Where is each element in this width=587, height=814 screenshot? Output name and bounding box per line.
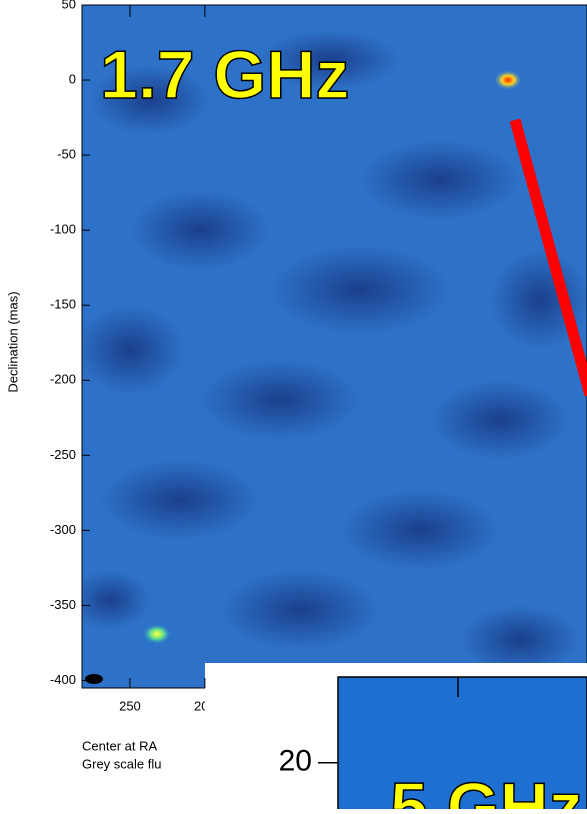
y-tick-label: -300 xyxy=(50,522,76,537)
y-tick-label: -400 xyxy=(50,672,76,687)
page: 1.7 GHz Declination (mas) Center at RA G… xyxy=(0,0,587,809)
title: 1.7 GHz xyxy=(100,37,349,113)
y-tick-label: -250 xyxy=(50,447,76,462)
y-tick-label: 50 xyxy=(62,0,76,11)
x-tick-label: 250 xyxy=(119,698,141,713)
y-tick-label: -150 xyxy=(50,297,76,312)
inset: 5 GHz 20 xyxy=(205,663,587,809)
inset-title: 5 GHz xyxy=(390,769,583,809)
y-tick-label: 0 xyxy=(69,71,76,86)
y-tick-label: -350 xyxy=(50,597,76,612)
y-tick-label: -200 xyxy=(50,372,76,387)
y-tick-label: -50 xyxy=(57,147,76,162)
y-axis-label: Declination (mas) xyxy=(5,291,20,392)
y-tick-label: -100 xyxy=(50,222,76,237)
chart: 1.7 GHz Declination (mas) Center at RA G… xyxy=(0,0,587,809)
inset-y-tick-label: 20 xyxy=(279,745,312,778)
caption: Grey scale flu xyxy=(82,756,161,771)
caption: Center at RA xyxy=(82,738,157,753)
